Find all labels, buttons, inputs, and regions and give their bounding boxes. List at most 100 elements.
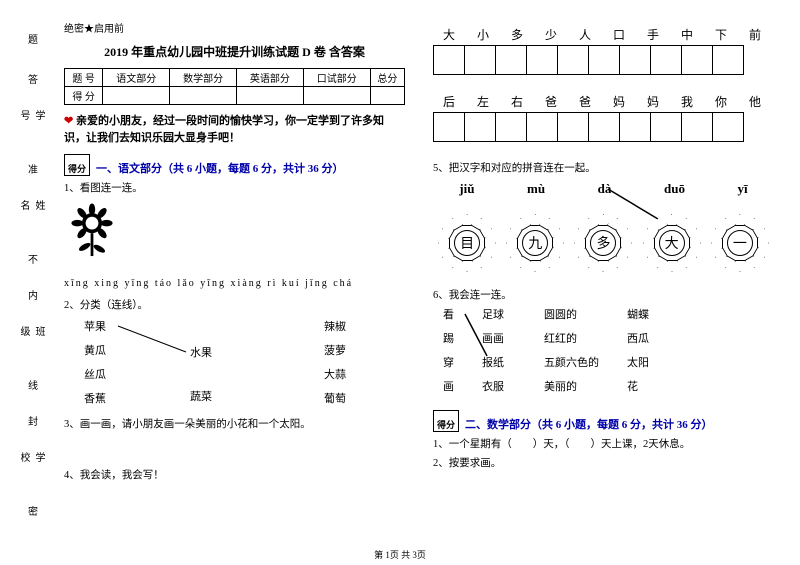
- word: 五颜六色的: [544, 354, 599, 370]
- q2-1: 1、一个星期有（ ）天，（ ）天上课，2天休息。: [433, 436, 774, 451]
- intro-text: ❤ 亲爱的小朋友，经过一段时间的愉快学习，你一定学到了许多知识，让我们去知识乐园…: [64, 113, 405, 146]
- side-label: 班级: [16, 326, 46, 356]
- write-box[interactable]: [495, 45, 527, 75]
- char: 多: [501, 26, 533, 43]
- write-box[interactable]: [712, 112, 744, 142]
- write-box[interactable]: [681, 112, 713, 142]
- write-box[interactable]: [557, 45, 589, 75]
- char: 下: [705, 26, 737, 43]
- char: 手: [637, 26, 669, 43]
- pinyin: yī: [738, 181, 748, 197]
- write-box[interactable]: [588, 112, 620, 142]
- q6-grid: 看 踢 穿 画 足球 画画 报纸 衣服 圆圆的 红红的 五颜六色的 美丽的: [443, 306, 774, 394]
- word: 花: [627, 378, 649, 394]
- pinyin: jiǔ: [459, 181, 474, 197]
- char: 人: [569, 26, 601, 43]
- write-box[interactable]: [557, 112, 589, 142]
- side-label: 密: [24, 506, 39, 522]
- q1: 1、看图连一连。: [64, 180, 405, 195]
- word: 蝴蝶: [627, 306, 649, 322]
- side-label: 不: [24, 254, 39, 270]
- fruit: 葡萄: [324, 390, 346, 406]
- pinyin: dà: [598, 181, 612, 197]
- td: [303, 87, 370, 105]
- side-label: 线: [24, 380, 39, 396]
- td: [170, 87, 237, 105]
- q2-2: 2、按要求画。: [433, 455, 774, 470]
- section-2-header: 得分 二、数学部分（共 6 小题，每题 6 分，共计 36 分）: [433, 410, 774, 432]
- write-box[interactable]: [464, 45, 496, 75]
- section-1-title: 一、语文部分（共 6 小题，每题 6 分，共计 36 分）: [96, 160, 344, 176]
- sun-flower: 多: [576, 216, 630, 270]
- th: 英语部分: [237, 69, 304, 87]
- score-box: 得分: [64, 154, 90, 176]
- q6-col: 蝴蝶 西瓜 太阳 花: [627, 306, 649, 394]
- th: 总分: [370, 69, 404, 87]
- char: 他: [739, 93, 771, 110]
- pinyin-row: jiǔ mù dà duō yī: [433, 181, 774, 197]
- side-label: 封: [24, 416, 39, 432]
- sunflower-icon: [64, 203, 120, 267]
- write-boxes-2: [433, 112, 774, 142]
- write-box[interactable]: [650, 112, 682, 142]
- word: 西瓜: [627, 330, 649, 346]
- write-box[interactable]: [619, 112, 651, 142]
- write-box[interactable]: [650, 45, 682, 75]
- write-box[interactable]: [526, 112, 558, 142]
- td: [237, 87, 304, 105]
- q6-col: 圆圆的 红红的 五颜六色的 美丽的: [544, 306, 599, 394]
- sun-flower: 大: [645, 216, 699, 270]
- side-label: 准: [24, 164, 39, 180]
- write-box[interactable]: [619, 45, 651, 75]
- side-label: 题: [24, 34, 39, 50]
- write-box[interactable]: [681, 45, 713, 75]
- intro: 亲爱的小朋友，经过一段时间的愉快学习，你一定学到了许多知识，让我们去知识乐园大显…: [64, 115, 384, 144]
- td: [103, 87, 170, 105]
- char: 妈: [603, 93, 635, 110]
- char: 前: [739, 26, 771, 43]
- char: 小: [467, 26, 499, 43]
- page-title: 2019 年重点幼儿园中班提升训练试题 D 卷 含答案: [64, 43, 405, 60]
- char: 爸: [535, 93, 567, 110]
- q5: 5、把汉字和对应的拼音连在一起。: [433, 160, 774, 175]
- char: 爸: [569, 93, 601, 110]
- write-box[interactable]: [495, 112, 527, 142]
- char-row-1-labels: 大 小 多 少 人 口 手 中 下 前: [433, 26, 774, 43]
- side-label: 答: [24, 74, 39, 90]
- write-box[interactable]: [433, 112, 465, 142]
- section-2-title: 二、数学部分（共 6 小题，每题 6 分，共计 36 分）: [465, 416, 713, 432]
- fruit: 黄瓜: [84, 342, 106, 358]
- side-label: 内: [24, 290, 39, 306]
- side-label: 学校: [16, 452, 46, 482]
- write-box[interactable]: [712, 45, 744, 75]
- pinyin: duō: [664, 181, 685, 197]
- th: 数学部分: [170, 69, 237, 87]
- th: 语文部分: [103, 69, 170, 87]
- binding-sidebar: 题 答 学号 准 姓名 不 内 班级 线 封 学校 密: [12, 20, 50, 532]
- word: 红红的: [544, 330, 599, 346]
- write-box[interactable]: [433, 45, 465, 75]
- left-column: 绝密★启用前 2019 年重点幼儿园中班提升训练试题 D 卷 含答案 题 号 语…: [50, 20, 419, 532]
- q3: 3、画一画，请小朋友画一朵美丽的小花和一个太阳。: [64, 416, 405, 431]
- write-box[interactable]: [464, 112, 496, 142]
- char: 大: [433, 26, 465, 43]
- char: 少: [535, 26, 567, 43]
- score-table: 题 号 语文部分 数学部分 英语部分 口试部分 总分 得 分: [64, 68, 405, 105]
- q1-pinyin: xīng xing yīng táo lǎo yīng xiàng rì kuí…: [64, 278, 405, 289]
- char-row-2-labels: 后 左 右 爸 爸 妈 妈 我 你 他: [433, 93, 774, 110]
- fruit: 大蒜: [324, 366, 346, 382]
- secrecy-tag: 绝密★启用前: [64, 20, 405, 35]
- char: 口: [603, 26, 635, 43]
- write-boxes-1: [433, 45, 774, 75]
- q6-line: [443, 306, 543, 386]
- char: 妈: [637, 93, 669, 110]
- right-column: 大 小 多 少 人 口 手 中 下 前 后 左 右 爸 爸 妈 妈 我: [419, 20, 788, 532]
- word: 太阳: [627, 354, 649, 370]
- q4: 4、我会读，我会写！: [64, 467, 405, 482]
- write-box[interactable]: [526, 45, 558, 75]
- td: 得 分: [65, 87, 103, 105]
- write-box[interactable]: [588, 45, 620, 75]
- page-footer: 第 1页 共 3页: [0, 548, 800, 561]
- score-box: 得分: [433, 410, 459, 432]
- section-1-header: 得分 一、语文部分（共 6 小题，每题 6 分，共计 36 分）: [64, 154, 405, 176]
